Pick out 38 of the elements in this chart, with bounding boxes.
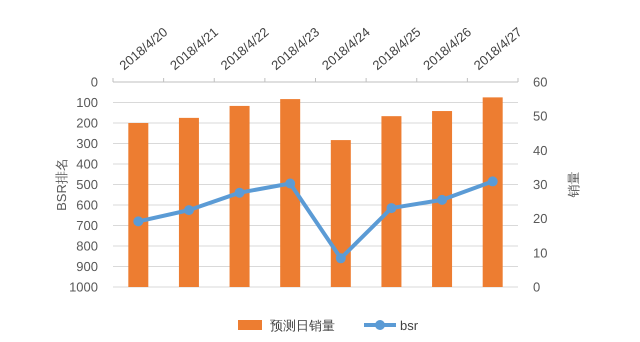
y2-tick-label: 20 <box>533 211 548 226</box>
y-tick-label: 0 <box>90 74 98 90</box>
y2-tick-label: 60 <box>533 74 548 90</box>
y2-tick-label: 50 <box>533 108 548 124</box>
y2-tick-label: 10 <box>533 245 548 260</box>
bar <box>482 97 503 287</box>
bar <box>330 140 351 287</box>
y-tick-label: 1000 <box>69 280 98 294</box>
y2-tick-label: 0 <box>533 280 540 294</box>
y-tick-label: 400 <box>76 156 98 172</box>
bar <box>230 106 250 287</box>
bar <box>128 123 148 287</box>
point <box>336 253 346 264</box>
y-tick-label: 100 <box>76 95 98 110</box>
y-tick-label: 200 <box>76 116 98 130</box>
y-tick-label: 500 <box>76 177 98 192</box>
y2-tick-label: 40 <box>533 142 548 158</box>
y-tick-label: 600 <box>76 198 98 212</box>
point <box>234 188 245 198</box>
y-tick-label: 700 <box>76 218 98 233</box>
point <box>386 203 396 214</box>
y-tick-label: 800 <box>76 238 98 254</box>
bar <box>432 111 452 287</box>
y2-axis-title: 销量 <box>566 172 581 198</box>
point <box>285 178 296 188</box>
y-axis-title: BSR排名 <box>54 158 69 211</box>
point <box>488 176 498 186</box>
y-tick-label: 300 <box>76 136 98 151</box>
point <box>184 205 194 216</box>
point <box>133 216 144 226</box>
bar <box>178 118 199 287</box>
legend-label: bsr <box>400 318 419 333</box>
bar <box>280 99 300 287</box>
y-tick-label: 900 <box>76 259 98 274</box>
bar <box>381 116 402 287</box>
legend-label: 预测日销量 <box>270 318 335 333</box>
point <box>437 194 448 205</box>
y2-tick-label: 30 <box>533 177 548 192</box>
